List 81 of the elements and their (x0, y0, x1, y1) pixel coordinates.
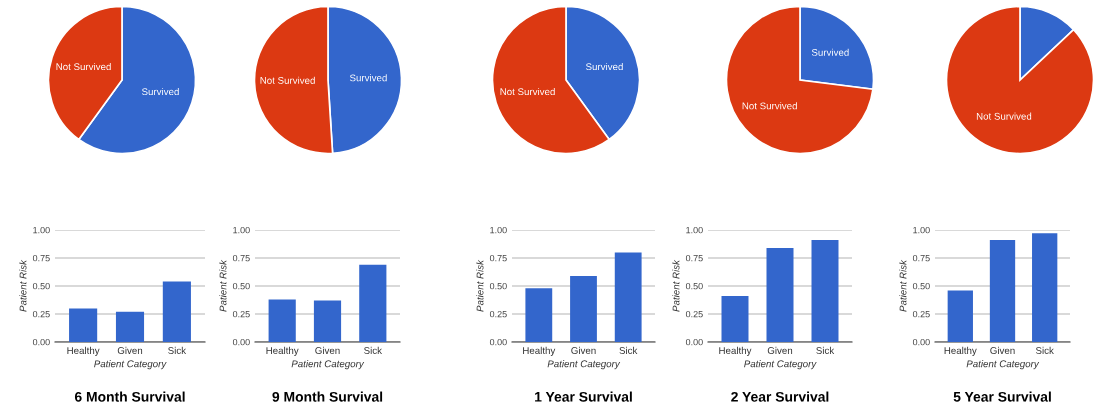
pie-slice (945, 5, 1095, 155)
y-tick-label: 0.75 (489, 254, 507, 262)
slice-label: Survived (349, 74, 387, 82)
slice-label: Not Survived (976, 112, 1032, 120)
y-tick-label: 1.00 (686, 226, 703, 234)
bar (614, 252, 642, 342)
x-tick-label: Sick (619, 346, 638, 354)
text: 5 Year Survival (953, 391, 1051, 402)
x-tick-label: Given (990, 346, 1015, 354)
bar (989, 240, 1016, 342)
bar (268, 299, 296, 342)
pie-slice (725, 5, 874, 155)
bar (162, 281, 191, 342)
bar (115, 311, 145, 342)
x-axis-title: Patient Category (291, 360, 365, 370)
x-tick-label: Sick (364, 346, 383, 354)
bar (69, 308, 98, 342)
x-tick-label: Given (571, 346, 596, 354)
x-tick-label: Healthy (719, 346, 752, 356)
y-tick-label: 0.50 (685, 282, 703, 290)
y-tick-label: 0.00 (489, 338, 507, 346)
y-axis-title: Patient Risk (672, 259, 680, 312)
y-tick-label: 0.75 (232, 254, 250, 262)
y-tick-label: 0.50 (489, 282, 507, 290)
y-tick-label: 0.25 (685, 310, 703, 318)
y-tick-label: 1.00 (233, 226, 250, 234)
bar (570, 275, 597, 342)
slice-label: Survived (811, 48, 849, 56)
text: 1 Year Survival (535, 391, 632, 402)
x-tick-label: Given (117, 346, 143, 354)
y-axis-title: Patient Risk (476, 259, 484, 312)
bar (721, 296, 749, 342)
x-tick-label: Sick (1035, 346, 1054, 354)
y-tick-label: 0.50 (32, 282, 50, 290)
text: 6 Month Survival (74, 391, 185, 402)
slice-label: Survived (585, 62, 623, 71)
slice-label: Survived (141, 87, 179, 96)
x-axis-title: Patient Category (94, 360, 167, 370)
x-tick-label: Healthy (266, 346, 299, 356)
x-tick-label: Given (767, 346, 793, 354)
y-tick-label: 0.25 (489, 310, 507, 318)
bar (766, 247, 794, 342)
y-tick-label: 0.25 (912, 310, 930, 318)
x-tick-label: Healthy (944, 346, 977, 356)
y-tick-label: 0.25 (32, 310, 50, 318)
bar (1032, 233, 1058, 342)
x-axis-title: Patient Category (966, 360, 1040, 370)
text: 9 Month Survival (272, 391, 383, 402)
y-tick-label: 1.00 (913, 226, 930, 234)
bar (947, 290, 973, 342)
y-tick-label: 0.00 (912, 338, 930, 346)
y-tick-label: 1.00 (490, 226, 507, 234)
text: 2 Year Survival (731, 391, 829, 402)
y-axis-title: Patient Risk (219, 259, 227, 312)
slice-label: Not Survived (742, 102, 797, 110)
y-tick-label: 0.50 (912, 282, 930, 290)
y-tick-label: 0.00 (32, 338, 50, 346)
y-tick-label: 0.00 (685, 338, 703, 346)
slice-label: Not Survived (260, 76, 315, 84)
bar (525, 288, 553, 342)
y-tick-label: 0.00 (232, 338, 250, 346)
y-tick-label: 0.75 (685, 254, 703, 262)
bar (313, 300, 342, 342)
y-tick-label: 0.50 (232, 282, 250, 290)
y-tick-label: 0.25 (232, 310, 250, 318)
x-axis-title: Patient Category (744, 360, 817, 370)
x-tick-label: Given (315, 346, 340, 354)
slice-label: Not Survived (56, 62, 111, 71)
y-tick-label: 0.75 (912, 254, 930, 262)
y-axis-title: Patient Risk (19, 259, 27, 312)
x-tick-label: Sick (816, 346, 835, 354)
y-tick-label: 0.75 (32, 254, 50, 262)
y-tick-label: 1.00 (33, 226, 50, 234)
x-axis-title: Patient Category (547, 360, 621, 370)
x-tick-label: Sick (168, 346, 187, 354)
x-tick-label: Healthy (523, 346, 556, 356)
y-axis-title: Patient Risk (899, 259, 907, 312)
slice-label: Not Survived (500, 87, 555, 96)
bar (359, 264, 387, 342)
x-tick-label: Healthy (67, 346, 100, 356)
bar (811, 240, 839, 342)
